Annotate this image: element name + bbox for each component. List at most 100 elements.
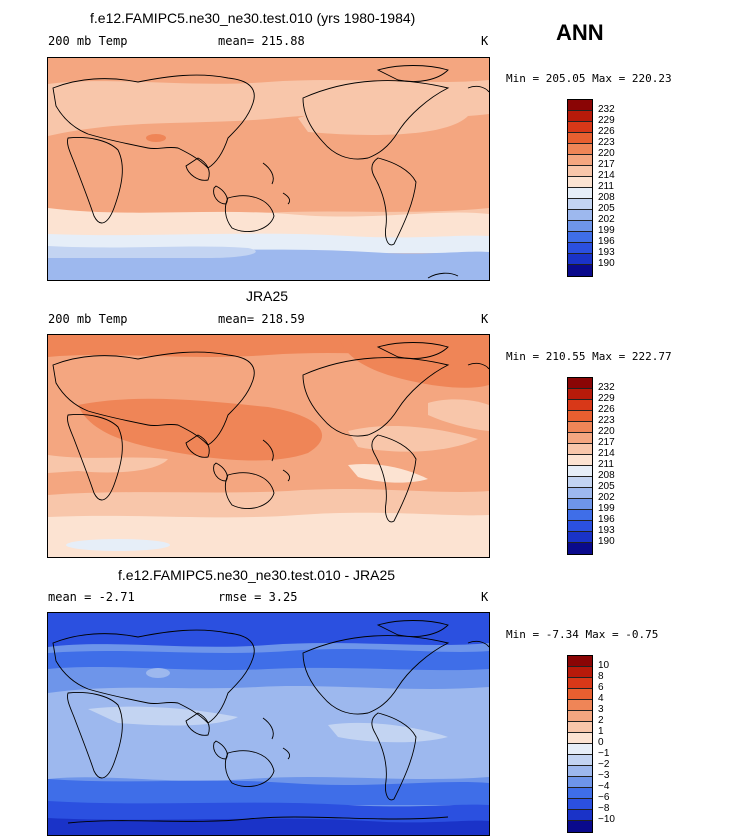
colorbar-level: 232 bbox=[598, 382, 615, 393]
colorbar-level: 2 bbox=[598, 715, 604, 726]
colorbar-level: 217 bbox=[598, 437, 615, 448]
colorbar-level: −10 bbox=[598, 814, 615, 825]
colorbar-level: −1 bbox=[598, 748, 610, 759]
panel2-map bbox=[47, 334, 490, 558]
colorbar-level: 199 bbox=[598, 225, 615, 236]
colorbar-level: 211 bbox=[598, 181, 614, 192]
colorbar-level: 229 bbox=[598, 393, 615, 404]
colorbar-swatch bbox=[568, 177, 592, 188]
colorbar-swatch bbox=[568, 100, 592, 111]
colorbar-swatch bbox=[568, 521, 592, 532]
colorbar-level: 208 bbox=[598, 470, 615, 481]
colorbar-swatch bbox=[568, 766, 592, 777]
panel2-mean: mean= 218.59 bbox=[218, 312, 305, 326]
colorbar-swatch bbox=[568, 199, 592, 210]
colorbar-swatch bbox=[568, 689, 592, 700]
panel3-rmse: rmse = 3.25 bbox=[218, 590, 298, 604]
colorbar-level: 232 bbox=[598, 104, 615, 115]
colorbar-level: 193 bbox=[598, 525, 615, 536]
colorbar-level: 0 bbox=[598, 737, 604, 748]
colorbar-swatch bbox=[568, 232, 592, 243]
panel3-mean: mean = -2.71 bbox=[48, 590, 135, 604]
colorbar-swatch bbox=[568, 744, 592, 755]
colorbar-swatch bbox=[568, 667, 592, 678]
colorbar-swatch bbox=[568, 210, 592, 221]
colorbar-swatch bbox=[568, 466, 592, 477]
colorbar-swatch bbox=[568, 532, 592, 543]
colorbar-level: 205 bbox=[598, 481, 615, 492]
colorbar-swatch bbox=[568, 810, 592, 821]
colorbar-level: 196 bbox=[598, 514, 615, 525]
colorbar-swatch bbox=[568, 243, 592, 254]
panel2-title: JRA25 bbox=[246, 288, 289, 304]
colorbar-level: 199 bbox=[598, 503, 615, 514]
colorbar-swatch bbox=[568, 788, 592, 799]
colorbar-swatch bbox=[568, 144, 592, 155]
colorbar-swatch bbox=[568, 155, 592, 166]
colorbar-swatch bbox=[568, 488, 592, 499]
colorbar-level: 226 bbox=[598, 404, 615, 415]
panel2-colorbar bbox=[567, 377, 593, 555]
colorbar-level: 190 bbox=[598, 536, 615, 547]
colorbar-swatch bbox=[568, 733, 592, 744]
colorbar-level: 202 bbox=[598, 214, 615, 225]
colorbar-swatch bbox=[568, 433, 592, 444]
colorbar-swatch bbox=[568, 755, 592, 766]
colorbar-level: 223 bbox=[598, 415, 615, 426]
colorbar-swatch bbox=[568, 221, 592, 232]
colorbar-swatch bbox=[568, 400, 592, 411]
colorbar-swatch bbox=[568, 122, 592, 133]
colorbar-level: 190 bbox=[598, 258, 615, 269]
colorbar-swatch bbox=[568, 188, 592, 199]
panel1-map bbox=[47, 57, 490, 281]
colorbar-swatch bbox=[568, 133, 592, 144]
colorbar-level: 4 bbox=[598, 693, 604, 704]
colorbar-swatch bbox=[568, 166, 592, 177]
panel3-units: K bbox=[481, 590, 489, 604]
colorbar-swatch bbox=[568, 499, 592, 510]
colorbar-level: 226 bbox=[598, 126, 615, 137]
colorbar-level: 205 bbox=[598, 203, 615, 214]
colorbar-swatch bbox=[568, 543, 592, 554]
season-label: ANN bbox=[556, 20, 604, 45]
panel1-minmax: Min = 205.05 Max = 220.23 bbox=[506, 72, 672, 85]
panel1-mean: mean= 215.88 bbox=[218, 34, 305, 48]
colorbar-level: 229 bbox=[598, 115, 615, 126]
colorbar-level: 10 bbox=[598, 660, 610, 671]
colorbar-level: −8 bbox=[598, 803, 610, 814]
colorbar-swatch bbox=[568, 700, 592, 711]
panel1-colorbar bbox=[567, 99, 593, 277]
colorbar-swatch bbox=[568, 799, 592, 810]
panel3-colorbar bbox=[567, 655, 593, 833]
colorbar-swatch bbox=[568, 389, 592, 400]
colorbar-level: −2 bbox=[598, 759, 610, 770]
panel3-title: f.e12.FAMIPC5.ne30_ne30.test.010 - JRA25 bbox=[118, 567, 396, 583]
colorbar-level: −3 bbox=[598, 770, 610, 781]
colorbar-level: 193 bbox=[598, 247, 615, 258]
colorbar-swatch bbox=[568, 722, 592, 733]
colorbar-swatch bbox=[568, 422, 592, 433]
colorbar-swatch bbox=[568, 678, 592, 689]
panel2-units: K bbox=[481, 312, 489, 326]
colorbar-level: 214 bbox=[598, 170, 615, 181]
colorbar-swatch bbox=[568, 254, 592, 265]
colorbar-swatch bbox=[568, 378, 592, 389]
colorbar-level: 211 bbox=[598, 459, 614, 470]
colorbar-level: −6 bbox=[598, 792, 610, 803]
colorbar-level: −4 bbox=[598, 781, 610, 792]
colorbar-swatch bbox=[568, 821, 592, 832]
colorbar-level: 220 bbox=[598, 426, 615, 437]
panel3-map bbox=[47, 612, 490, 836]
colorbar-level: 1 bbox=[598, 726, 604, 737]
colorbar-level: 3 bbox=[598, 704, 604, 715]
colorbar-swatch bbox=[568, 656, 592, 667]
panel1-variable: 200 mb Temp bbox=[48, 34, 128, 48]
colorbar-level: 214 bbox=[598, 448, 615, 459]
colorbar-swatch bbox=[568, 265, 592, 276]
colorbar-level: 8 bbox=[598, 671, 604, 682]
colorbar-level: 220 bbox=[598, 148, 615, 159]
colorbar-swatch bbox=[568, 111, 592, 122]
panel3-colorbar-labels: 10 8 6 4 3 2 1 0 −1 −2 −3 −4 −6 −8 −10 bbox=[598, 660, 615, 825]
panel1-colorbar-labels: 232 229 226 223 220 217 214 211 208 205 … bbox=[598, 104, 615, 269]
panel2-variable: 200 mb Temp bbox=[48, 312, 128, 326]
